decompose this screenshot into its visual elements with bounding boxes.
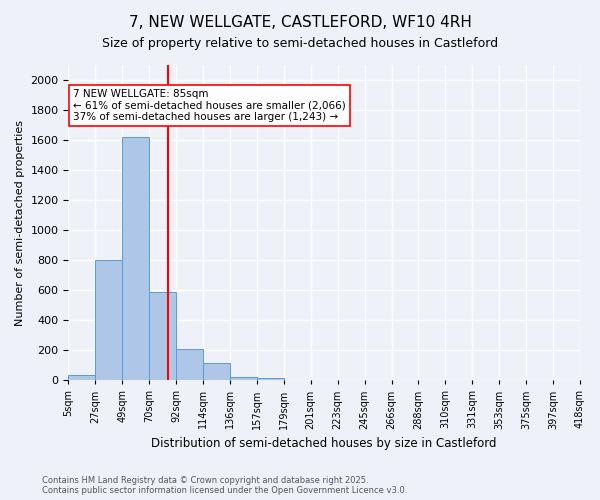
- Bar: [149, 292, 176, 380]
- Y-axis label: Number of semi-detached properties: Number of semi-detached properties: [15, 120, 25, 326]
- Text: Contains HM Land Registry data © Crown copyright and database right 2025.
Contai: Contains HM Land Registry data © Crown c…: [42, 476, 407, 495]
- Text: 7, NEW WELLGATE, CASTLEFORD, WF10 4RH: 7, NEW WELLGATE, CASTLEFORD, WF10 4RH: [128, 15, 472, 30]
- Bar: [68, 374, 95, 380]
- X-axis label: Distribution of semi-detached houses by size in Castleford: Distribution of semi-detached houses by …: [151, 437, 497, 450]
- Bar: [203, 363, 230, 380]
- Bar: [122, 137, 149, 380]
- Bar: [95, 260, 122, 380]
- Text: Size of property relative to semi-detached houses in Castleford: Size of property relative to semi-detach…: [102, 38, 498, 51]
- Text: 7 NEW WELLGATE: 85sqm
← 61% of semi-detached houses are smaller (2,066)
37% of s: 7 NEW WELLGATE: 85sqm ← 61% of semi-deta…: [73, 89, 346, 122]
- Bar: [257, 378, 284, 380]
- Bar: [176, 350, 203, 380]
- Bar: [230, 376, 257, 380]
